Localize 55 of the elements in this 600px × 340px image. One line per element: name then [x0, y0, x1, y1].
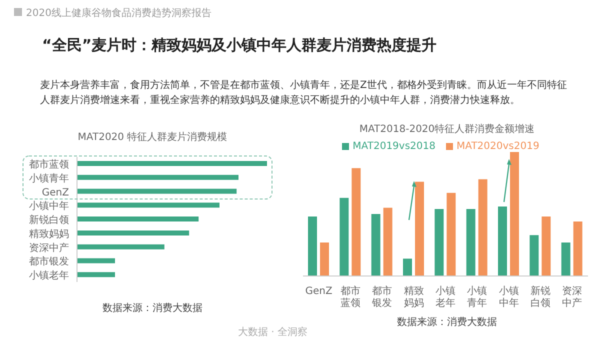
- bar: [77, 244, 164, 250]
- text: “全民”麦片时：精致妈妈及小镇中年人群麦片消费热度提升: [42, 36, 437, 55]
- bar: [371, 214, 380, 276]
- x-tick-label: 小镇老年: [436, 285, 456, 309]
- bar: [320, 242, 329, 276]
- x-tick-label: 都市银发: [371, 285, 392, 309]
- bar: [573, 221, 582, 276]
- bar: [383, 208, 392, 276]
- bar: [478, 179, 488, 276]
- bar: [77, 174, 238, 180]
- chart-title: MAT2020 特征人群麦片消费规模: [76, 130, 228, 144]
- bar: [77, 161, 267, 166]
- bar: [77, 202, 220, 208]
- bar: [498, 206, 507, 276]
- bar: [434, 209, 444, 276]
- x-tick-label: 新锐白领: [530, 285, 550, 309]
- x-tick-label: 小镇青年: [467, 285, 488, 309]
- bar: [77, 230, 190, 236]
- bar: [77, 216, 199, 222]
- bar: [542, 216, 551, 276]
- bar: [446, 192, 456, 276]
- source-note: 数据来源：消费大数据: [102, 302, 204, 315]
- legend-label: MAT2019vs2018: [352, 141, 436, 152]
- x-tick-label: GenZ: [305, 286, 333, 297]
- text: 2020线上健康谷物食品消费趋势洞察报告: [25, 6, 212, 20]
- y-tick-label: 精致妈妈: [29, 228, 69, 240]
- bar: [308, 216, 317, 276]
- x-tick-label: 精致妈妈: [404, 285, 424, 309]
- bar: [340, 198, 349, 276]
- legend-label: MAT2020vs2019: [456, 141, 540, 152]
- y-tick-label: 小镇青年: [29, 172, 69, 184]
- x-tick-label: 资深中产: [562, 285, 582, 309]
- bar: [352, 168, 361, 276]
- text: 大数据 · 全洞察: [238, 326, 308, 339]
- y-tick-label: 都市银发: [29, 256, 69, 268]
- bar: [466, 209, 476, 276]
- bar: [510, 152, 519, 276]
- bar: [77, 272, 115, 278]
- bar: [403, 258, 412, 276]
- bar: [415, 182, 424, 276]
- x-tick-label: 都市蓝领: [340, 285, 360, 309]
- text: 麦片本身营养丰富，食用方法简单，不管是在都市蓝领、小镇青年，还是Z世代，都格外受到青睐。而从近一年不同特征人群麦片消费增速来看，重视全家营养的精致妈妈及健康意识不断提升的小镇中年人群，消费潜力快速释放。: [40, 78, 568, 108]
- y-tick-label: 小镇老年: [29, 270, 69, 282]
- x-tick-label: 小镇中年: [498, 285, 519, 309]
- source-note: 数据来源：消费大数据: [397, 317, 497, 328]
- y-tick-label: GenZ: [42, 187, 70, 198]
- y-tick-label: 新锐白领: [29, 214, 69, 226]
- y-tick-label: 资深中产: [29, 242, 69, 254]
- chart-title: MAT2018-2020特征人群消费金额增速: [358, 122, 536, 136]
- y-tick-label: 都市蓝领: [29, 158, 69, 170]
- bar: [561, 242, 570, 276]
- bar: [77, 188, 237, 194]
- y-tick-label: 小镇中年: [29, 200, 69, 212]
- bar: [530, 235, 539, 276]
- bar: [77, 258, 115, 264]
